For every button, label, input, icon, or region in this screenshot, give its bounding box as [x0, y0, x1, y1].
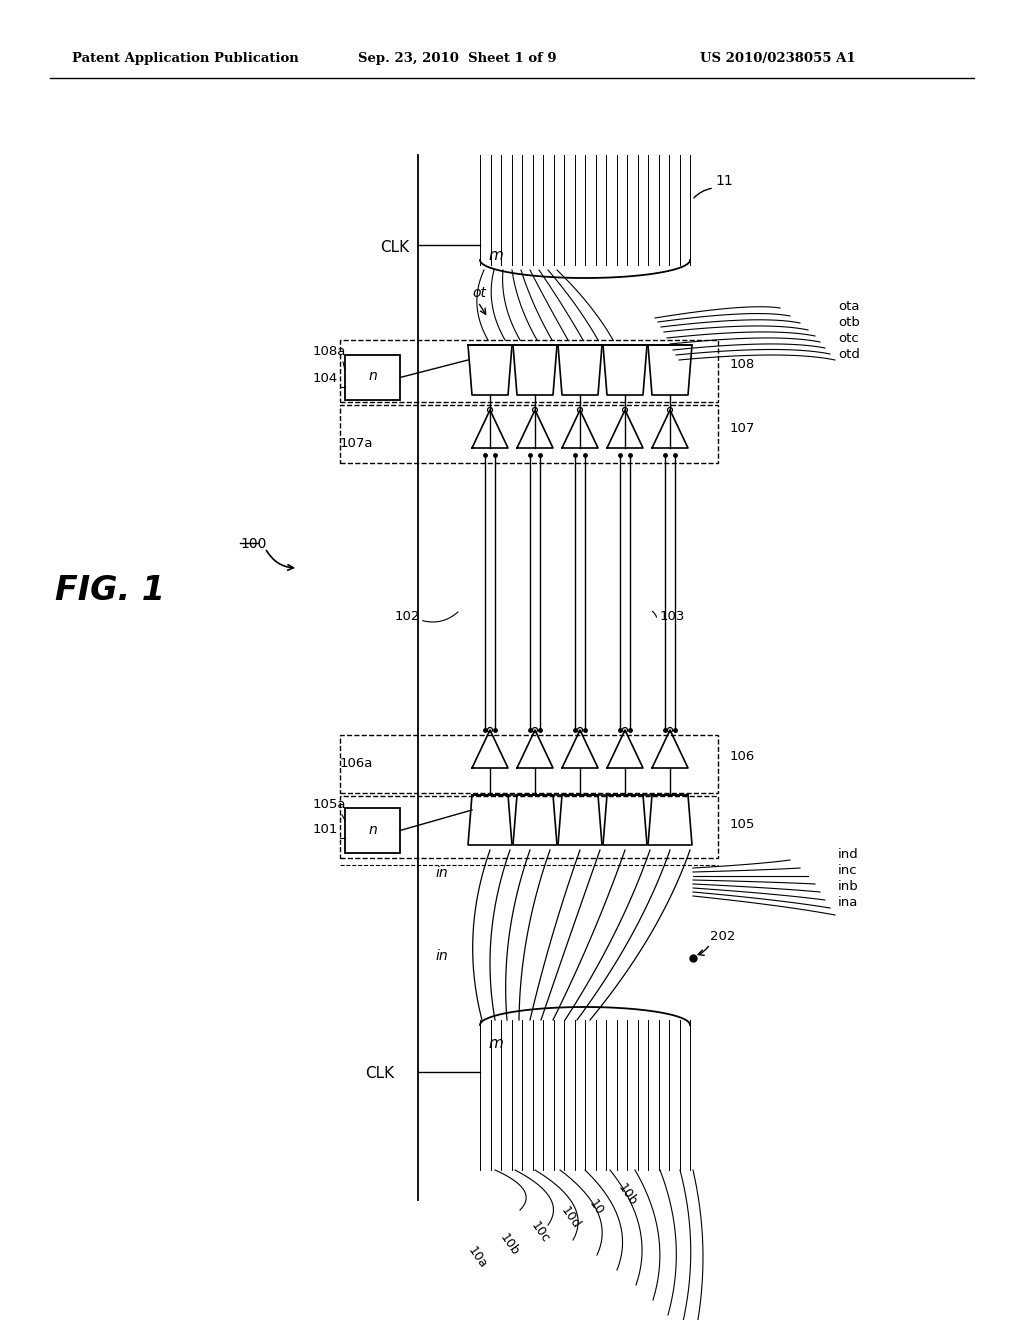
Text: 10b: 10b: [497, 1232, 521, 1258]
Text: CLK: CLK: [365, 1067, 394, 1081]
Bar: [340, 405, 718, 463]
Text: 107a: 107a: [340, 437, 374, 450]
Text: ot: ot: [472, 286, 486, 300]
Bar: [340, 735, 718, 793]
Text: Sep. 23, 2010  Sheet 1 of 9: Sep. 23, 2010 Sheet 1 of 9: [358, 51, 557, 65]
Text: 105a: 105a: [313, 799, 346, 810]
Text: 108: 108: [730, 358, 756, 371]
Bar: [345, 808, 400, 853]
Text: otc: otc: [838, 333, 859, 345]
Text: 10a: 10a: [465, 1245, 489, 1271]
Text: 102: 102: [395, 610, 421, 623]
Text: 10c: 10c: [528, 1218, 552, 1245]
Text: 10: 10: [586, 1197, 606, 1218]
Text: 106: 106: [730, 750, 756, 763]
Text: m: m: [488, 1036, 503, 1051]
Text: n: n: [369, 370, 377, 384]
Text: 100: 100: [240, 537, 266, 550]
Text: 101: 101: [313, 822, 338, 836]
Text: otb: otb: [838, 315, 860, 329]
Text: 105: 105: [730, 818, 756, 832]
Text: US 2010/0238055 A1: US 2010/0238055 A1: [700, 51, 856, 65]
Text: 106a: 106a: [340, 756, 374, 770]
Text: ind: ind: [838, 847, 859, 861]
Text: 108a: 108a: [313, 345, 346, 358]
Text: inc: inc: [838, 865, 858, 876]
Text: 103: 103: [660, 610, 685, 623]
Text: ota: ota: [838, 300, 859, 313]
Bar: [345, 355, 400, 400]
Text: otd: otd: [838, 348, 860, 360]
Text: Patent Application Publication: Patent Application Publication: [72, 51, 299, 65]
Bar: [340, 796, 718, 858]
Text: inb: inb: [838, 880, 859, 894]
Text: 104: 104: [313, 372, 338, 385]
Text: CLK: CLK: [380, 240, 410, 255]
Text: 10d: 10d: [558, 1204, 583, 1232]
Text: n: n: [369, 822, 377, 837]
Text: ina: ina: [838, 896, 858, 909]
Bar: [340, 341, 718, 403]
Text: FIG. 1: FIG. 1: [55, 574, 165, 607]
Text: in: in: [436, 866, 449, 880]
Text: 107: 107: [730, 422, 756, 436]
Text: 202: 202: [710, 931, 735, 942]
Text: 10b: 10b: [615, 1181, 639, 1208]
Text: in: in: [436, 949, 449, 964]
Text: m: m: [488, 248, 503, 263]
Text: 11: 11: [715, 174, 733, 187]
